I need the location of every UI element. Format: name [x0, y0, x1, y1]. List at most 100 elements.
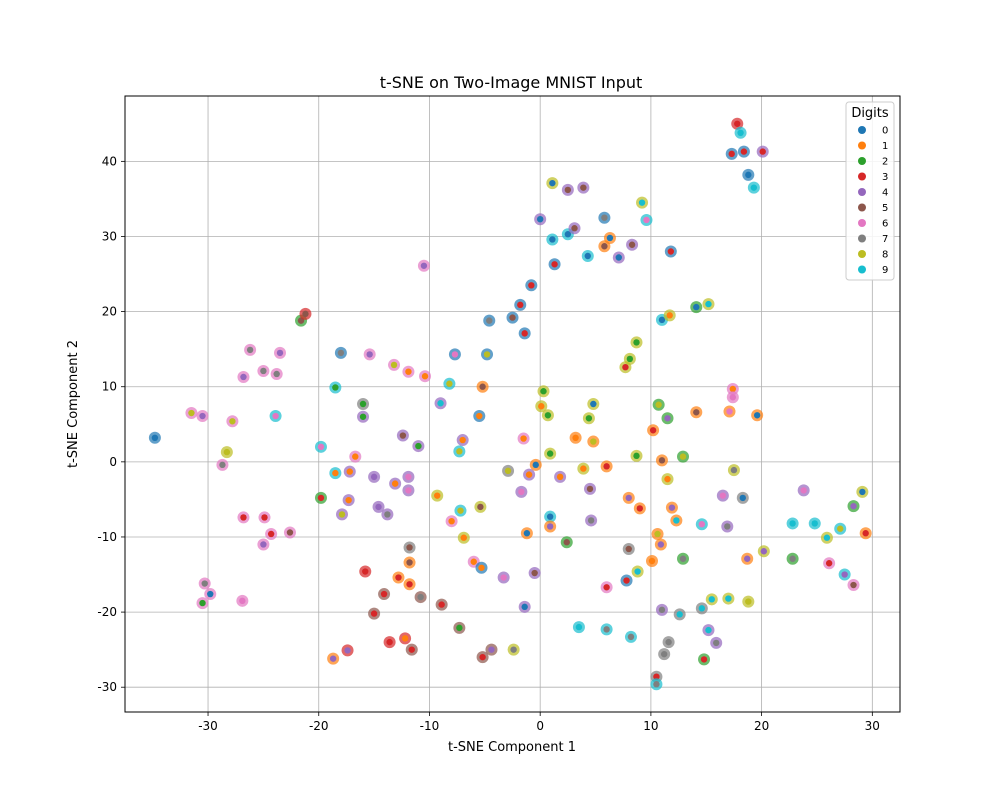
- point-inner-marker: [549, 179, 556, 187]
- data-point: [481, 348, 494, 361]
- data-point: [518, 327, 531, 340]
- point-inner-marker: [837, 525, 844, 532]
- point-inner-marker: [286, 529, 294, 536]
- point-inner-marker: [549, 236, 556, 243]
- point-inner-marker: [346, 468, 353, 475]
- data-point: [244, 343, 257, 356]
- data-point: [520, 527, 533, 540]
- point-inner-marker: [302, 310, 309, 318]
- data-point: [652, 398, 665, 411]
- point-inner-marker: [406, 581, 413, 588]
- data-point: [457, 531, 470, 544]
- x-tick-label: 30: [865, 719, 880, 733]
- point-inner-marker: [724, 523, 731, 530]
- point-inner-marker: [509, 314, 516, 321]
- data-point: [577, 462, 590, 475]
- data-point: [399, 632, 412, 645]
- point-inner-marker: [850, 502, 857, 510]
- data-point: [721, 520, 734, 533]
- data-point: [258, 511, 271, 524]
- data-point: [581, 250, 594, 263]
- point-inner-marker: [654, 530, 661, 538]
- point-inner-marker: [260, 541, 267, 548]
- point-inner-marker: [395, 574, 402, 581]
- data-point: [506, 311, 519, 324]
- data-point: [368, 607, 381, 620]
- point-inner-marker: [420, 262, 428, 269]
- legend-marker: [858, 157, 866, 165]
- point-inner-marker: [405, 487, 412, 494]
- point-inner-marker: [421, 373, 429, 380]
- data-point: [497, 571, 510, 584]
- point-inner-marker: [401, 635, 409, 642]
- data-point: [485, 643, 498, 656]
- point-inner-marker: [850, 581, 857, 589]
- point-inner-marker: [551, 261, 558, 268]
- point-inner-marker: [457, 507, 464, 514]
- point-inner-marker: [633, 452, 640, 460]
- data-point: [598, 211, 611, 224]
- point-inner-marker: [693, 409, 700, 416]
- point-inner-marker: [649, 427, 657, 434]
- data-point: [517, 432, 530, 445]
- point-inner-marker: [634, 568, 641, 575]
- data-points: [148, 117, 872, 691]
- data-point: [756, 145, 769, 158]
- data-point: [569, 431, 582, 444]
- point-inner-marker: [199, 412, 206, 420]
- point-inner-marker: [789, 520, 796, 527]
- point-inner-marker: [601, 214, 608, 221]
- point-inner-marker: [417, 593, 424, 601]
- legend-marker: [858, 265, 866, 274]
- data-point: [148, 431, 161, 444]
- point-inner-marker: [760, 548, 768, 555]
- data-point: [196, 597, 209, 610]
- data-point: [561, 183, 574, 196]
- data-point: [236, 594, 249, 607]
- point-inner-marker: [380, 590, 388, 598]
- y-tick-label: 30: [102, 229, 117, 243]
- legend-label: 5: [882, 203, 888, 214]
- data-point: [546, 177, 559, 190]
- point-inner-marker: [580, 465, 587, 472]
- x-axis-ticks: -30 -20 -10 0 10 20 30: [198, 712, 880, 733]
- point-inner-marker: [823, 534, 831, 541]
- data-point: [535, 400, 548, 413]
- data-point: [419, 370, 432, 383]
- point-inner-marker: [841, 571, 848, 578]
- data-point: [736, 491, 749, 504]
- data-point: [216, 458, 229, 471]
- point-inner-marker: [536, 216, 544, 223]
- point-inner-marker: [366, 351, 373, 358]
- point-inner-marker: [734, 120, 741, 127]
- point-inner-marker: [625, 494, 632, 502]
- point-inner-marker: [622, 363, 629, 371]
- data-point: [434, 397, 447, 410]
- point-inner-marker: [538, 403, 545, 410]
- data-point: [585, 514, 598, 527]
- data-point: [269, 410, 282, 423]
- point-inner-marker: [273, 370, 280, 378]
- point-inner-marker: [730, 466, 738, 474]
- data-point: [529, 458, 542, 471]
- data-point: [651, 527, 664, 540]
- point-inner-marker: [705, 626, 712, 634]
- data-point: [445, 515, 458, 528]
- data-point: [620, 574, 633, 587]
- data-point: [507, 643, 520, 656]
- data-point: [334, 346, 347, 359]
- y-tick-label: -10: [97, 530, 117, 544]
- point-inner-marker: [698, 520, 706, 528]
- legend-box: [845, 101, 895, 281]
- point-inner-marker: [531, 569, 538, 577]
- point-inner-marker: [223, 448, 231, 456]
- point-inner-marker: [470, 558, 477, 565]
- data-point: [636, 196, 649, 209]
- point-inner-marker: [272, 412, 279, 420]
- data-point: [402, 470, 415, 483]
- point-inner-marker: [456, 448, 463, 455]
- data-point: [695, 602, 708, 615]
- data-point: [577, 181, 590, 194]
- data-point: [548, 258, 561, 271]
- point-inner-marker: [668, 504, 676, 511]
